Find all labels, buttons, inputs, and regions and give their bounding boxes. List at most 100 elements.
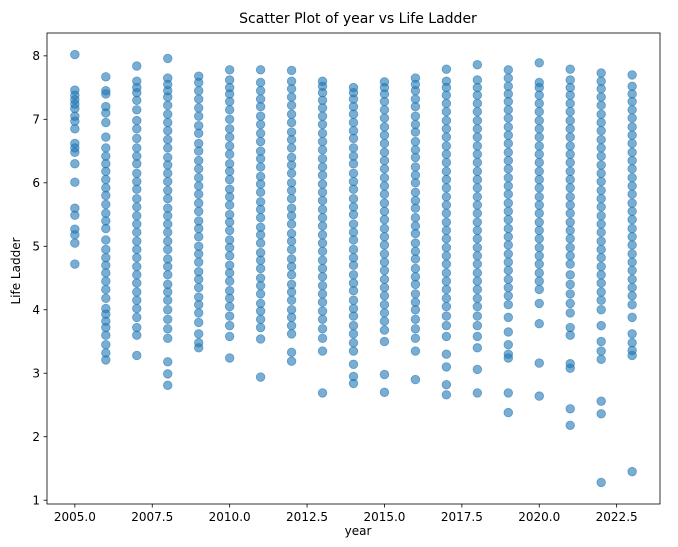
data-point (472, 259, 483, 269)
data-point (193, 232, 204, 242)
data-point (472, 132, 483, 142)
data-point (348, 133, 359, 144)
data-point (255, 101, 266, 112)
data-point (441, 259, 452, 269)
data-point (163, 219, 173, 229)
data-point (503, 206, 514, 217)
data-point (534, 268, 544, 278)
data-point (472, 208, 483, 218)
y-tick-label: 5 (32, 240, 40, 254)
data-point (565, 183, 575, 193)
data-point (565, 107, 575, 117)
data-point (441, 293, 452, 304)
data-point (441, 331, 452, 342)
data-point (472, 301, 483, 312)
data-point (193, 282, 204, 293)
data-point (193, 329, 204, 339)
data-point (410, 279, 421, 290)
data-point (163, 109, 173, 119)
data-point (317, 145, 328, 155)
data-point (101, 89, 111, 99)
data-point (224, 301, 235, 312)
data-point (348, 311, 359, 321)
data-point (132, 295, 142, 305)
data-point (379, 240, 390, 250)
data-point (410, 289, 421, 299)
data-point (627, 130, 637, 140)
data-point (193, 206, 204, 217)
data-point (101, 190, 111, 201)
data-point (472, 284, 483, 295)
data-point (163, 143, 173, 153)
data-point (317, 162, 328, 172)
data-point (596, 244, 606, 255)
data-point (379, 198, 390, 208)
data-point (596, 305, 606, 315)
data-point (163, 227, 173, 238)
data-point (132, 202, 142, 212)
data-point (70, 230, 80, 240)
x-tick-label: 2010.0 (209, 510, 251, 524)
data-point (379, 113, 390, 123)
data-point (627, 350, 637, 361)
data-point (317, 246, 328, 257)
data-point (596, 278, 606, 288)
data-point (224, 293, 235, 304)
data-point (348, 219, 359, 229)
data-point (286, 244, 297, 255)
y-axis-ticks: 1 2 3 4 5 6 7 8 (32, 49, 47, 507)
data-point (534, 107, 544, 117)
data-point (596, 236, 606, 246)
data-point (132, 287, 142, 297)
data-point (348, 329, 359, 339)
data-point (132, 227, 142, 238)
data-point (410, 213, 421, 223)
data-point (472, 251, 483, 261)
data-point (379, 282, 390, 293)
data-point (441, 242, 452, 253)
data-point (255, 153, 266, 164)
data-point (286, 143, 297, 153)
data-point (441, 90, 452, 100)
data-point (410, 238, 421, 248)
data-point (317, 195, 328, 206)
data-point (132, 133, 142, 144)
data-point (596, 477, 606, 488)
data-point (565, 124, 575, 134)
data-point (503, 198, 514, 208)
data-point (348, 286, 359, 296)
data-point (627, 232, 637, 242)
data-point (534, 115, 544, 126)
data-point (193, 257, 204, 267)
data-point (255, 289, 266, 299)
y-tick-label: 1 (32, 493, 40, 507)
data-point (565, 174, 575, 185)
data-point (348, 143, 359, 153)
data-point (317, 179, 328, 189)
data-point (503, 291, 514, 301)
data-point (596, 270, 606, 280)
data-point (193, 308, 204, 318)
data-point (410, 178, 421, 188)
data-point (70, 210, 80, 220)
data-point (379, 325, 390, 335)
data-point (255, 77, 266, 88)
data-point (627, 96, 637, 107)
data-point (534, 225, 544, 236)
data-point (503, 232, 514, 242)
data-point (224, 114, 235, 125)
chart-title: Scatter Plot of year vs Life Ladder (239, 11, 477, 27)
data-point (224, 225, 235, 236)
data-point (101, 108, 111, 118)
x-tick-label: 2022.5 (596, 510, 638, 524)
data-point (503, 299, 514, 310)
data-point (379, 122, 390, 132)
data-point (534, 242, 544, 253)
data-point (472, 293, 483, 304)
data-point (565, 404, 575, 414)
data-point (70, 238, 80, 248)
data-point (472, 200, 483, 210)
data-point (255, 314, 266, 324)
data-point (472, 388, 483, 398)
data-point (441, 183, 452, 193)
